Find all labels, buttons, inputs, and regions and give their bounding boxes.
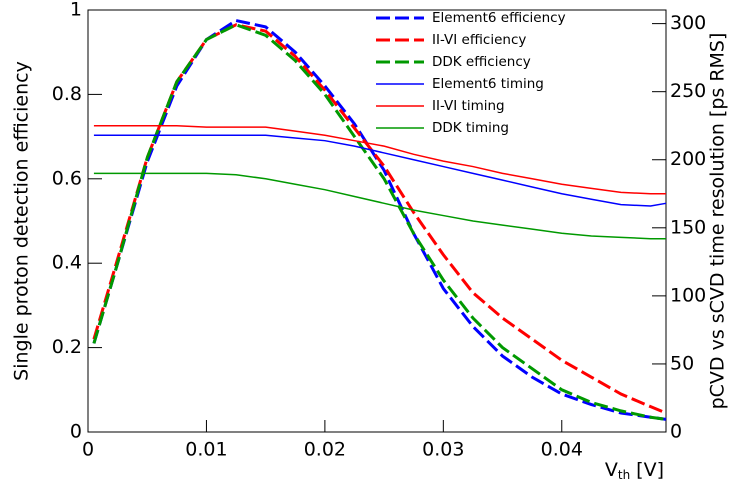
plot-frame <box>87 9 667 433</box>
series-line <box>93 134 667 207</box>
series-line <box>92 23 667 421</box>
legend-label: Element6 efficiency <box>432 10 566 26</box>
y2-tick-label: 100 <box>670 284 706 306</box>
x-tick-label: 0 <box>82 439 94 461</box>
y-axis-label: Single proton detection efficiency <box>11 61 33 381</box>
y2-tick-label: 0 <box>670 421 682 443</box>
legend-label: DDK timing <box>432 120 509 136</box>
y-tick-label: 0.4 <box>52 252 82 274</box>
legend-label: DDK efficiency <box>432 54 531 70</box>
y2-tick-label: 150 <box>670 216 706 238</box>
y-tick-label: 0.8 <box>52 83 82 105</box>
x-axis-label: Vth [V] <box>605 459 664 482</box>
legend-label: II-VI efficiency <box>432 32 526 48</box>
y2-tick-label: 250 <box>670 80 706 102</box>
y2-tick-label: 200 <box>670 148 706 170</box>
legend-label: II-VI timing <box>432 98 505 114</box>
y2-tick-label: 300 <box>670 12 706 34</box>
legend-label: Element6 timing <box>432 76 544 92</box>
x-tick-label: 0.02 <box>304 439 346 461</box>
y2-axis-label: pCVD vs sCVD time resolution [ps RMS] <box>707 33 729 410</box>
y2-tick-label: 50 <box>670 352 694 374</box>
y-tick-label: 0.2 <box>52 336 82 358</box>
y-tick-label: 1 <box>70 0 82 21</box>
series-line <box>92 18 667 421</box>
y-tick-label: 0 <box>70 421 82 443</box>
series-line <box>93 124 666 195</box>
series-line <box>93 172 666 240</box>
x-tick-label: 0.04 <box>541 439 583 461</box>
x-tick-label: 0.03 <box>422 439 464 461</box>
x-tick-label: 0.01 <box>185 439 227 461</box>
y-tick-label: 0.6 <box>52 167 82 189</box>
